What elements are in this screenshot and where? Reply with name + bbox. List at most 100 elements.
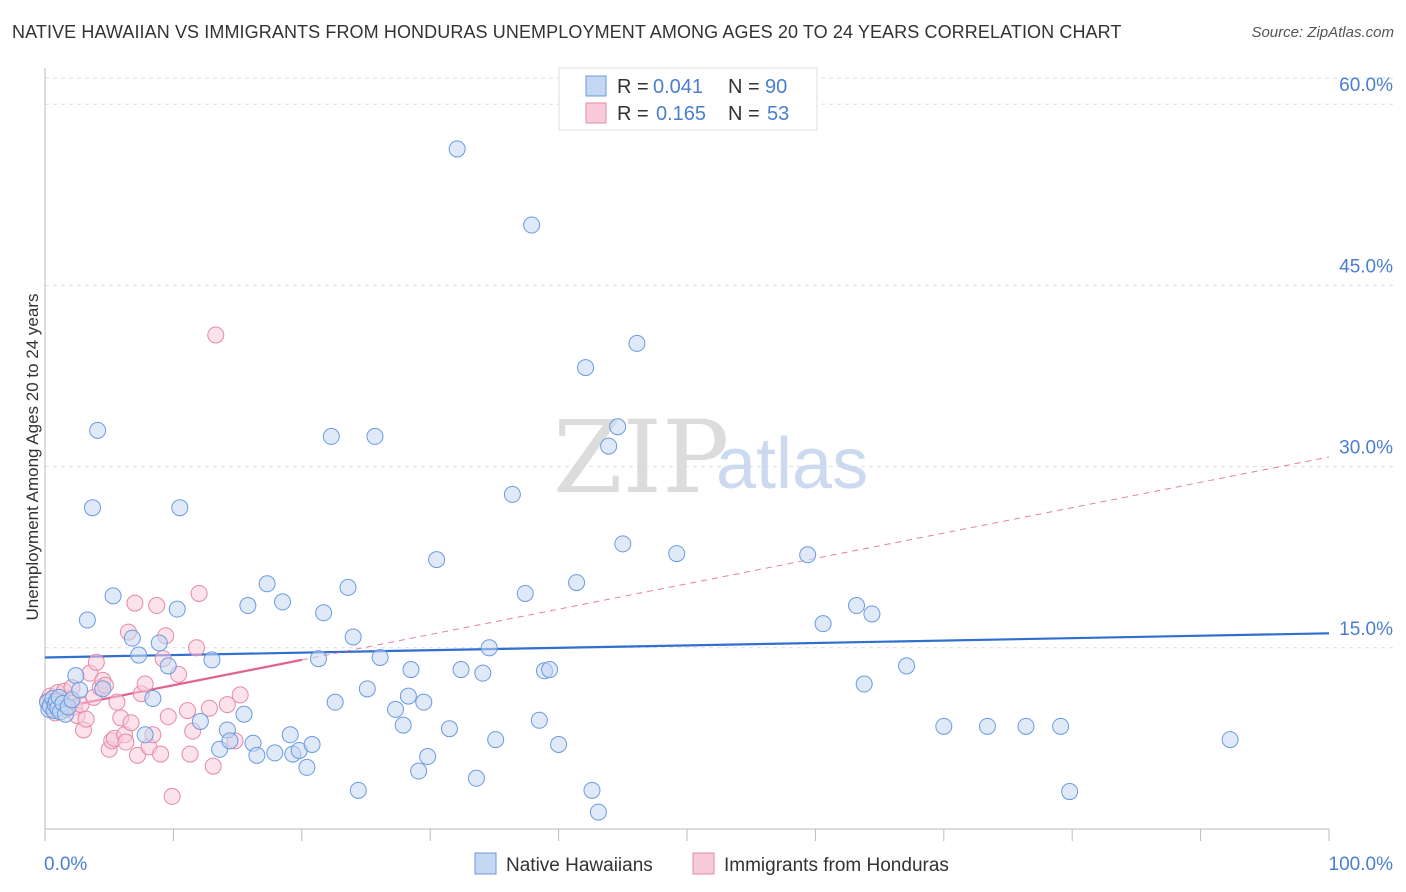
hawaiian-point (440, 720, 458, 738)
legend-n-label-2: N = (728, 103, 760, 125)
hawaiian-point (326, 693, 344, 711)
legend: R = 0.041 N = 90 R = 0.165 N = 53 (558, 67, 818, 131)
hawaiian-point (266, 744, 284, 762)
hawaiian-point (366, 427, 384, 445)
legend-r-label-2: R = (617, 103, 649, 125)
x-tick-label-max: 100.0% (1329, 854, 1394, 875)
hawaiian-point (541, 661, 559, 679)
hawaiian-point (516, 584, 534, 602)
legend-r-value-2: 0.165 (656, 103, 706, 125)
hawaiian-points (39, 140, 1239, 821)
hawaiian-point (814, 615, 832, 633)
y-tick-label-60: 60.0% (1339, 75, 1393, 96)
hawaiian-point (600, 437, 618, 455)
hawaiian-point (239, 597, 257, 615)
y-tick-label-30: 30.0% (1339, 438, 1393, 459)
hawaiian-point (855, 675, 873, 693)
honduras-point (117, 733, 135, 751)
legend-swatch-pink (585, 102, 607, 124)
honduras-point (179, 702, 197, 720)
hawaiian-point (1052, 717, 1070, 735)
honduras-point (207, 326, 225, 344)
bottom-legend-label-honduras: Immigrants from Honduras (724, 855, 949, 876)
hawaiian-point (503, 485, 521, 503)
hawaiian-point (344, 628, 362, 646)
bottom-legend-swatch-pink (692, 852, 715, 875)
hawaiian-point (583, 781, 601, 799)
honduras-point (128, 746, 146, 764)
x-tick-marks (44, 829, 1330, 841)
hawaiian-point (530, 711, 548, 729)
hawaiian-point (150, 634, 168, 652)
hawaiian-point (322, 427, 340, 445)
hawaiian-point (94, 680, 112, 698)
hawaiian-point (614, 535, 632, 553)
legend-n-value-2: 53 (767, 103, 789, 125)
honduras-point (126, 594, 144, 612)
hawaiian-point (258, 575, 276, 593)
bottom-legend-swatch-blue (474, 852, 497, 875)
honduras-point (152, 745, 170, 763)
legend-n-value-1: 90 (765, 76, 787, 98)
hawaiian-point (371, 648, 389, 666)
trend-line-honduras-extended (301, 456, 1330, 661)
hawaiian-point (978, 717, 996, 735)
trend-line-hawaiians (44, 632, 1330, 659)
honduras-point (163, 787, 181, 805)
legend-n-label-1: N = (728, 76, 760, 98)
honduras-point (122, 714, 140, 732)
hawaiian-point (78, 611, 96, 629)
hawaiian-point (448, 140, 466, 158)
hawaiian-point (67, 667, 85, 685)
hawaiian-point (171, 499, 189, 517)
hawaiian-point (415, 693, 433, 711)
hawaiian-point (358, 680, 376, 698)
watermark-zip: ZIP (553, 399, 729, 516)
hawaiian-point (474, 664, 492, 682)
hawaiian-point (144, 690, 162, 708)
hawaiian-point (410, 762, 428, 780)
hawaiian-point (159, 657, 177, 675)
x-tick-labels: 0.0% 100.0% (44, 854, 1393, 875)
hawaiian-point (315, 604, 333, 622)
honduras-point (181, 745, 199, 763)
honduras-point (136, 675, 154, 693)
honduras-point (231, 686, 249, 704)
hawaiian-point (550, 735, 568, 753)
hawaiian-point (863, 605, 881, 623)
hawaiian-point (71, 681, 89, 699)
watermark-atlas: atlas (716, 424, 868, 504)
hawaiian-point (467, 769, 485, 787)
hawaiian-point (847, 597, 865, 615)
hawaiian-point (349, 781, 367, 799)
hawaiian-point (480, 639, 498, 657)
hawaiian-point (123, 629, 141, 647)
hawaiian-point (898, 657, 916, 675)
hawaiian-point (136, 726, 154, 744)
hawaiian-point (628, 334, 646, 352)
hawaiian-point (298, 758, 316, 776)
honduras-point (77, 710, 95, 728)
hawaiian-point (609, 418, 627, 436)
hawaiian-point (339, 578, 357, 596)
hawaiian-point (1061, 783, 1079, 801)
hawaiian-point (935, 717, 953, 735)
hawaiian-point (104, 587, 122, 605)
hawaiian-point (89, 421, 107, 439)
hawaiian-point (394, 716, 412, 734)
bottom-legend-label-hawaiians: Native Hawaiians (506, 855, 653, 876)
hawaiian-point (274, 593, 292, 611)
honduras-point (148, 597, 166, 615)
y-tick-label-45: 45.0% (1339, 256, 1393, 277)
hawaiian-point (523, 216, 541, 234)
legend-swatch-blue (585, 75, 607, 97)
hawaiian-point (221, 732, 239, 750)
honduras-point (87, 653, 105, 671)
hawaiian-point (387, 700, 405, 718)
hawaiian-point (1221, 731, 1239, 749)
hawaiian-point (402, 661, 420, 679)
hawaiian-point (1017, 717, 1035, 735)
hawaiian-point (84, 499, 102, 517)
y-axis-label: Unemployment Among Ages 20 to 24 years (23, 294, 42, 621)
